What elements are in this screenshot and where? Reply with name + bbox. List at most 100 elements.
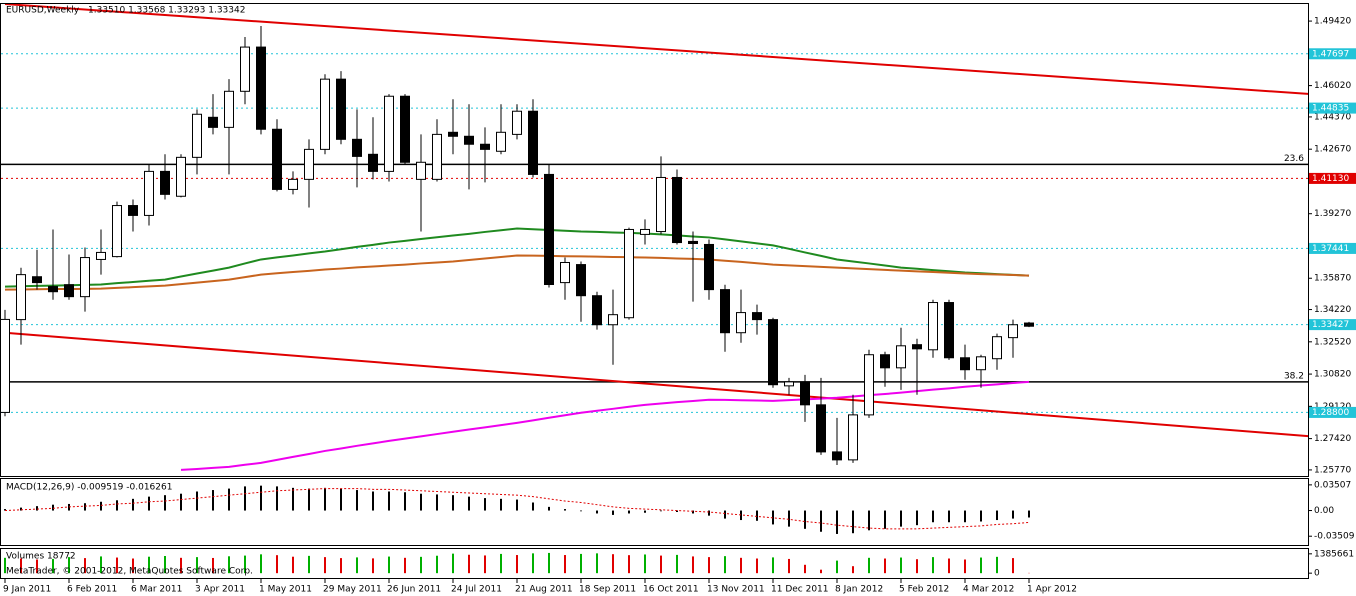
y-tick-label: 1.44370	[1314, 112, 1351, 122]
level-tag	[1309, 172, 1356, 184]
x-tick-label: 1 Apr 2012	[1027, 585, 1077, 595]
x-tick-label: 4 Mar 2012	[963, 585, 1014, 595]
candle-body	[992, 336, 1002, 360]
x-tick-label: 3 Apr 2011	[195, 585, 245, 595]
x-tick-label: 8 Jan 2012	[835, 585, 883, 595]
x-tick-label: 5 Feb 2012	[899, 585, 949, 595]
candle-body	[960, 357, 970, 371]
candle-body	[880, 354, 890, 369]
x-tick-label: 11 Dec 2011	[771, 585, 829, 595]
candle-body	[368, 153, 378, 172]
candle-body	[1, 318, 10, 413]
axes: 1.49420 1.46020 1.44370 1.42670 1.39270 1.358…	[3, 17, 1356, 595]
candle-body	[528, 110, 538, 175]
candle-body	[784, 381, 794, 387]
candle-body	[1024, 322, 1034, 327]
level-label: 1.33427	[1312, 320, 1349, 330]
candle-body	[1008, 324, 1018, 339]
candle-body	[928, 302, 938, 351]
candle-body	[912, 344, 922, 350]
candle-body	[96, 251, 106, 260]
candle-body	[896, 345, 906, 369]
x-tick-label: 9 Jan 2011	[3, 585, 51, 595]
x-tick-label: 13 Nov 2011	[707, 585, 765, 595]
candle-body	[48, 286, 58, 293]
level-label: 1.47697	[1312, 49, 1349, 59]
x-tick-label: 16 Oct 2011	[643, 585, 699, 595]
y-tick-label: 1.34220	[1314, 305, 1351, 315]
y-tick-label: 1.29120	[1314, 402, 1351, 412]
candle-body	[240, 46, 250, 92]
y-tick-label: 1.35870	[1314, 274, 1351, 284]
candle-body	[320, 78, 330, 150]
candle-body	[160, 170, 170, 195]
level-tag	[1309, 48, 1356, 60]
candle-body	[304, 148, 314, 180]
y-tick-label: 1.27420	[1314, 434, 1351, 444]
candle-body	[704, 243, 714, 291]
candle-body	[256, 46, 266, 130]
candle-body	[464, 135, 474, 145]
y-tick-label: 1.32520	[1314, 337, 1351, 347]
candle-body	[768, 319, 778, 386]
macd-title: MACD(12,26,9) -0.009519 -0.016261	[6, 483, 172, 493]
candle-body	[864, 354, 874, 416]
y-tick-label: 1.49420	[1314, 17, 1351, 27]
y-tick-label: 1.25770	[1314, 465, 1351, 475]
y-tick-label: 0.03507	[1314, 480, 1351, 490]
candle-body	[576, 264, 586, 297]
candle-body	[32, 276, 42, 284]
level-label: 1.37441	[1312, 244, 1349, 254]
symbol-title: EURUSD,Weekly	[6, 6, 80, 16]
volume-title: Volumes 18772	[6, 552, 76, 562]
macd-plot	[4, 485, 1030, 534]
y-tick-label: 1385661	[1314, 549, 1354, 559]
level-label: 1.28800	[1312, 408, 1349, 418]
x-tick-label: 1 May 2011	[259, 585, 312, 595]
x-tick-label: 6 Feb 2011	[67, 585, 117, 595]
candle-body	[672, 176, 682, 244]
x-tick-label: 6 Mar 2011	[131, 585, 182, 595]
candle-body	[544, 173, 554, 286]
candle-body	[688, 240, 698, 245]
watermark: MetaTrader, © 2001-2012, MetaQuotes Soft…	[6, 567, 253, 577]
candle-body	[624, 228, 634, 319]
candle-body	[448, 131, 458, 137]
candle-body	[336, 78, 346, 140]
candle-body	[560, 261, 570, 284]
y-tick-label: 1.39270	[1314, 209, 1351, 219]
candle-body	[144, 170, 154, 216]
y-tick-label: -0.03509	[1314, 532, 1355, 542]
x-tick-label: 21 Aug 2011	[515, 585, 573, 595]
x-tick-label: 24 Jul 2011	[451, 585, 502, 595]
candle-body	[192, 113, 202, 158]
fib-label: 23.6	[1284, 154, 1304, 164]
moving-average	[4, 227, 1030, 288]
moving-average	[4, 254, 1030, 291]
y-tick-label: 1.42670	[1314, 145, 1351, 155]
candle-body	[656, 176, 666, 233]
candle-body	[80, 257, 90, 298]
candle-body	[112, 205, 122, 258]
price-panel	[0, 3, 1309, 477]
candle-body	[288, 178, 298, 190]
x-tick-label: 18 Sep 2011	[579, 585, 636, 595]
candle-body	[352, 138, 362, 157]
moving-average	[180, 380, 1030, 471]
candle-body	[976, 356, 986, 371]
candle-body	[16, 274, 26, 321]
level-tag	[1309, 242, 1356, 254]
candle-body	[384, 95, 394, 172]
candle-body	[944, 302, 954, 359]
trend-line	[4, 4, 1308, 95]
ohlc-readout: 1.33510 1.33568 1.33293 1.33342	[88, 6, 245, 16]
candle-body	[736, 312, 746, 334]
candle-body	[176, 156, 186, 197]
level-label: 1.44835	[1312, 104, 1349, 114]
fib-label: 38.2	[1284, 371, 1304, 381]
trend-line	[4, 331, 1308, 438]
volume-plot	[4, 552, 1030, 574]
